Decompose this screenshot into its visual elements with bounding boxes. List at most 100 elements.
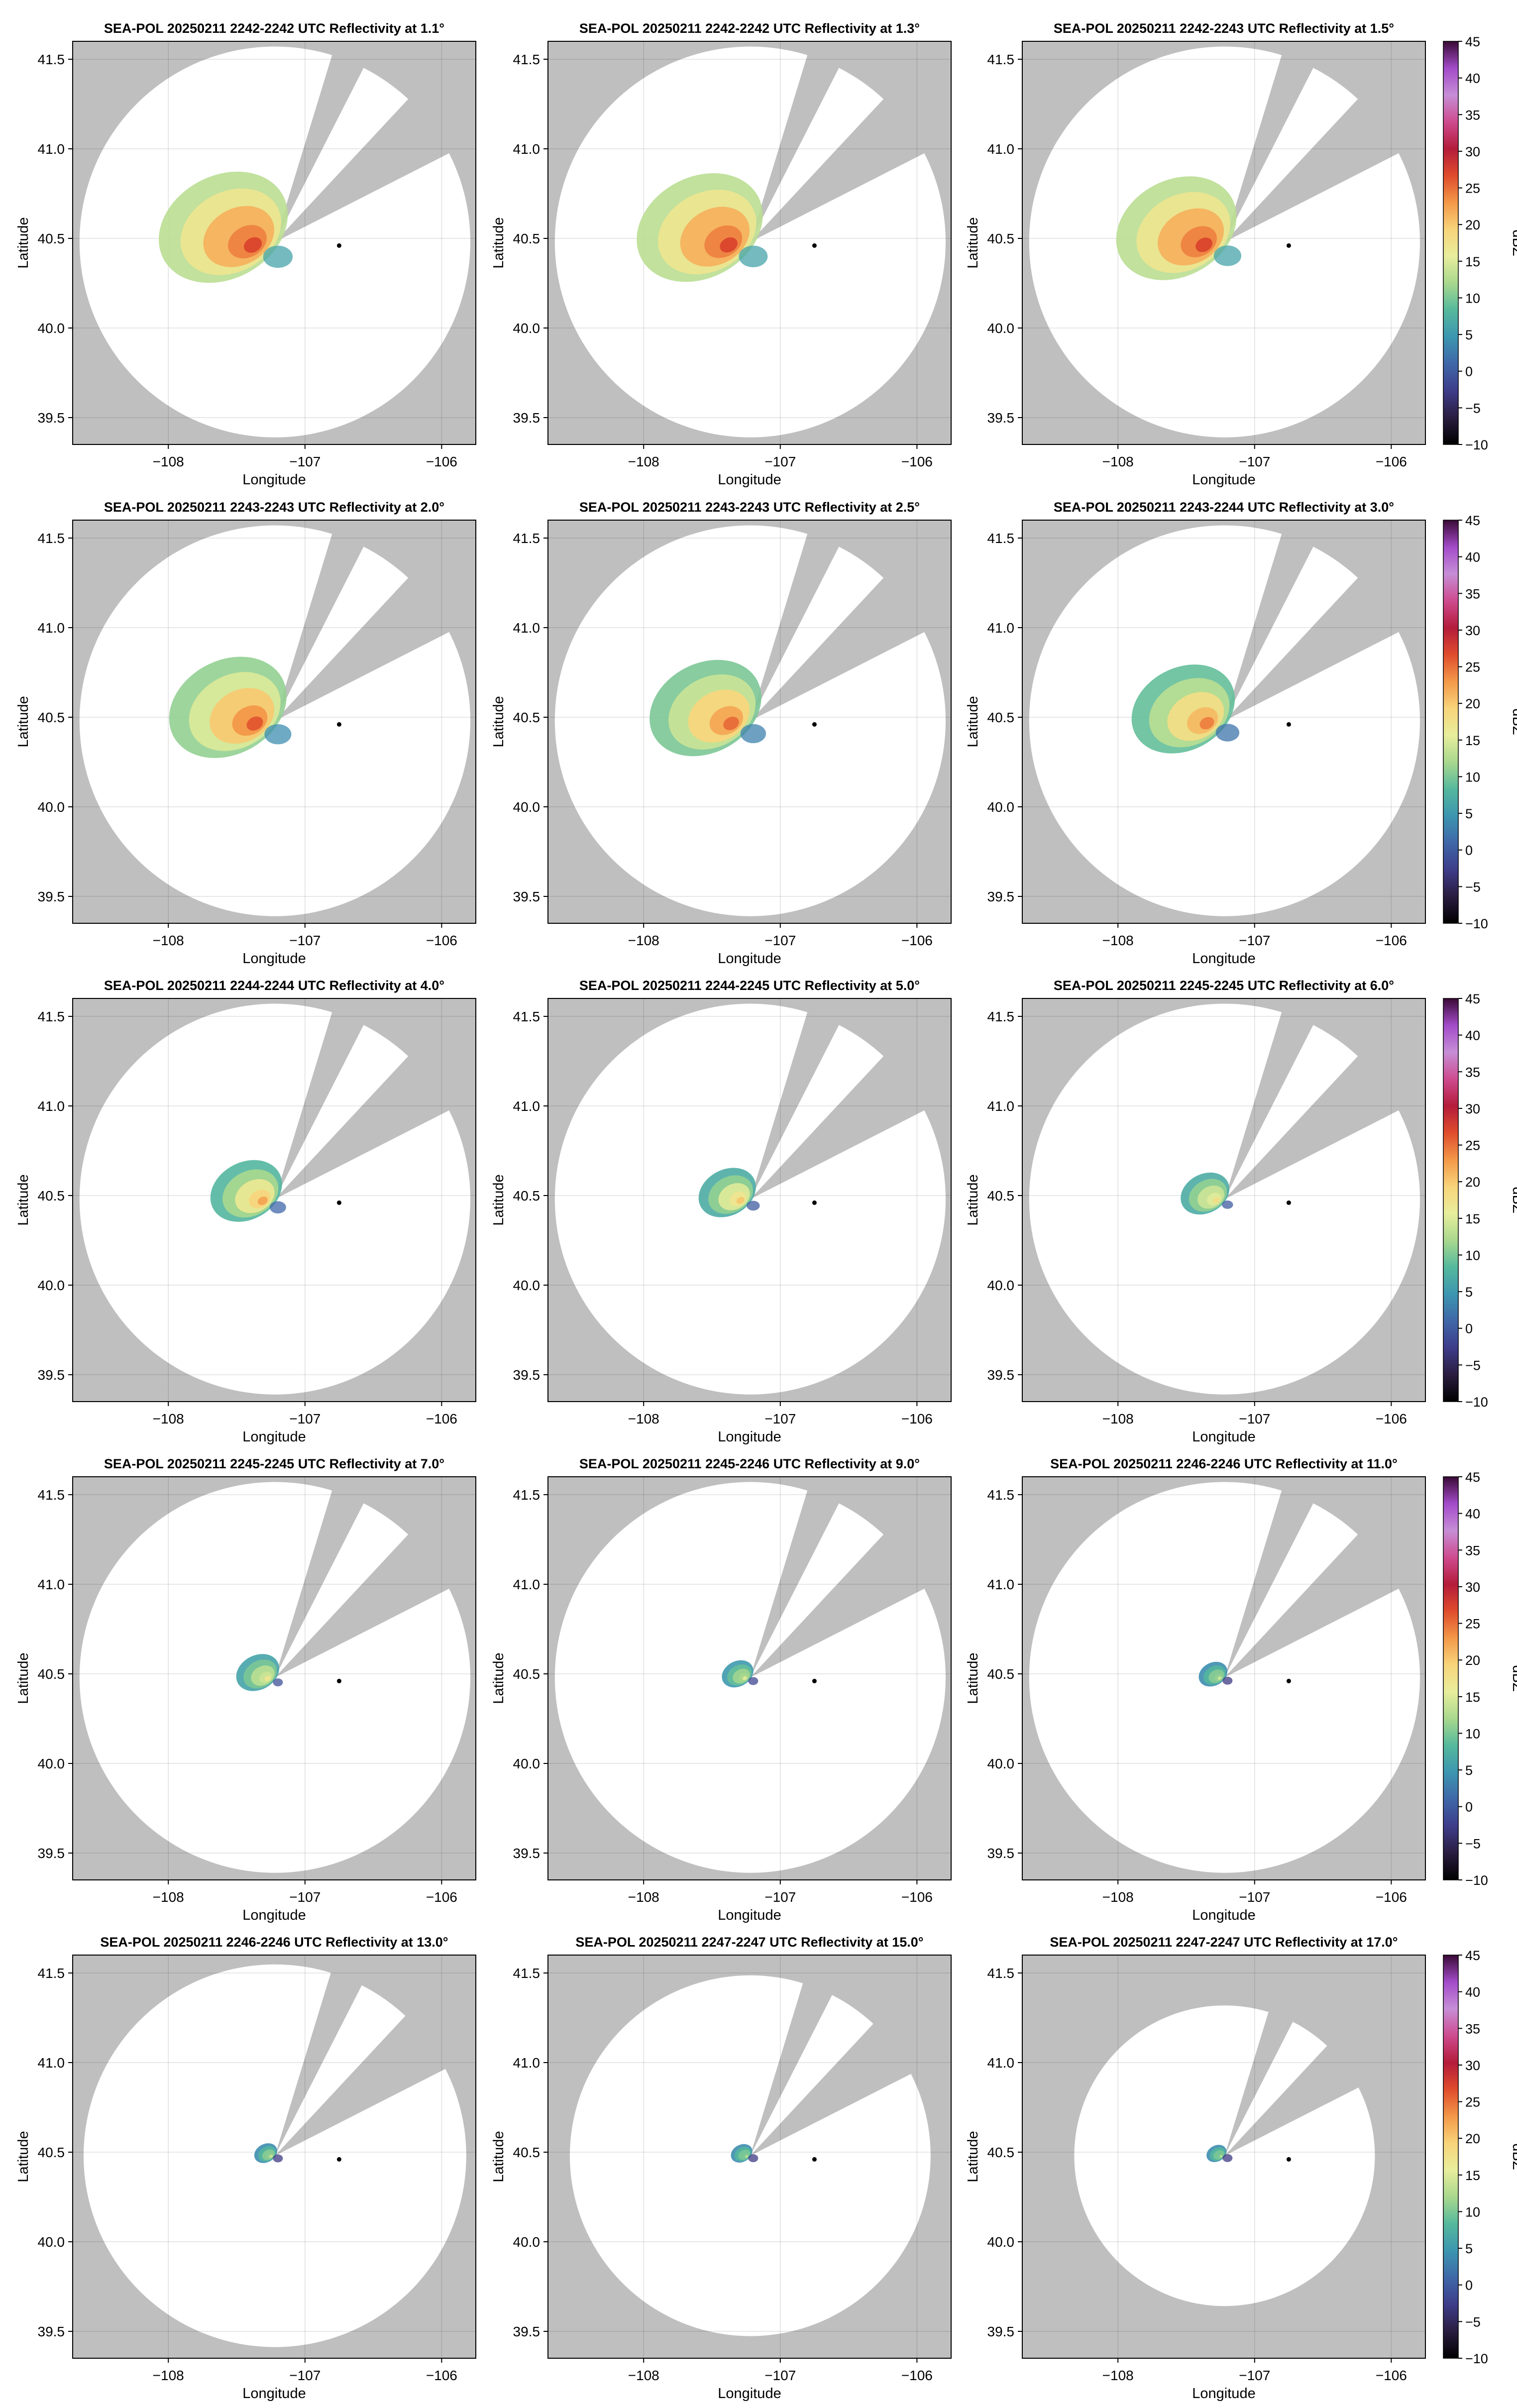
y-axis-label: Latitude [491, 1174, 507, 1225]
y-tick-label: 41.5 [513, 1487, 541, 1503]
echo-layer [246, 716, 263, 731]
y-tick-label: 39.5 [513, 410, 541, 426]
reflectivity-echo [159, 171, 293, 283]
radar-site-marker [812, 1678, 817, 1683]
echo-fringe [1222, 1201, 1233, 1209]
y-tick-label: 41.0 [38, 141, 65, 157]
echo-fringe [1213, 245, 1242, 266]
echo-layer [1199, 717, 1214, 730]
colorbar-tick-label: −5 [1465, 1358, 1481, 1373]
gridlines [73, 1477, 476, 1880]
gridlines [1022, 1477, 1425, 1880]
y-tick-label: 41.0 [513, 141, 541, 157]
colorbar-tick-label: −5 [1465, 2314, 1481, 2329]
axes-frame [72, 41, 476, 445]
x-tick-label: −106 [426, 454, 457, 469]
x-tick-label: −108 [153, 1889, 184, 1905]
y-axis-label: Latitude [15, 2131, 31, 2182]
y-tick-label: 40.0 [38, 2234, 65, 2250]
y-axis-label: Latitude [491, 696, 507, 747]
colorbar-tick-label: 25 [1465, 1617, 1480, 1632]
y-tick-label: 39.5 [38, 889, 65, 904]
x-tick-label: −106 [901, 2368, 933, 2383]
echo-fringe [264, 724, 292, 745]
reflectivity-echo [210, 1160, 286, 1222]
x-tick-label: −107 [764, 2368, 796, 2383]
x-tick-label: −107 [1239, 1889, 1270, 1905]
colorbar-tick-label: 5 [1465, 806, 1473, 821]
x-tick-label: −107 [1239, 933, 1270, 948]
echo-layer [743, 1676, 747, 1680]
echo-fringe [273, 2154, 283, 2163]
colorbar-tick-label: 25 [1465, 2095, 1480, 2110]
colorbar-tick-label: −5 [1465, 401, 1481, 416]
reflectivity-echo [650, 659, 766, 757]
x-tick-label: −106 [901, 1411, 933, 1426]
echo-layer [1219, 2155, 1223, 2158]
y-tick-label: 41.5 [513, 52, 541, 67]
gridlines [1022, 998, 1425, 1402]
y-tick-label: 40.5 [987, 1666, 1015, 1682]
radar-site-marker [812, 722, 817, 727]
y-tick-label: 41.5 [513, 1009, 541, 1024]
gridlines [1022, 1955, 1425, 2358]
echo-fringe [263, 245, 293, 268]
x-axis-label: Longitude [1192, 951, 1255, 967]
colorbar-tick-label: 15 [1465, 733, 1480, 748]
reflectivity-echo [1206, 2145, 1233, 2162]
panel-title: SEA-POL 20250211 2243-2243 UTC Reflectiv… [104, 500, 444, 515]
colorbar-tick-label: 5 [1465, 328, 1473, 342]
radar-panel: −108 −107 −106 39.5 40.0 40.5 41.0 41.5 SEA-POL … [965, 21, 1517, 488]
y-tick-label: 40.0 [987, 2234, 1015, 2250]
panel-title: SEA-POL 20250211 2244-2245 UTC Reflectiv… [579, 978, 920, 993]
y-tick-label: 40.0 [38, 1756, 65, 1771]
echo-layer [720, 237, 738, 253]
echo-layer [243, 237, 262, 253]
y-tick-label: 39.5 [38, 2324, 65, 2339]
x-axis-label: Longitude [1192, 1907, 1255, 1923]
panel-title: SEA-POL 20250211 2243-2244 UTC Reflectiv… [1054, 500, 1394, 515]
colorbar-label: dBZ [1510, 708, 1517, 735]
colorbar-tick-label: 35 [1465, 586, 1480, 601]
x-tick-label: −106 [901, 454, 933, 469]
reflectivity-echo [637, 173, 768, 282]
gridlines [548, 1477, 951, 1880]
x-tick-label: −108 [1102, 2368, 1134, 2383]
y-tick-label: 40.5 [513, 1666, 541, 1682]
y-tick-label: 41.0 [987, 620, 1015, 636]
x-tick-label: −106 [901, 1889, 933, 1905]
echo-layer [1212, 1197, 1220, 1204]
radar-panel: −108 −107 −106 39.5 40.0 40.5 41.0 41.5 SEA-POL … [491, 500, 952, 967]
y-axis-label: Latitude [15, 217, 31, 268]
x-tick-label: −108 [153, 2368, 184, 2383]
colorbar-tick-label: 45 [1465, 1470, 1480, 1485]
colorbar-tick-label: 40 [1465, 71, 1480, 86]
x-tick-label: −107 [764, 933, 796, 948]
y-tick-label: 40.5 [987, 231, 1015, 246]
y-tick-label: 41.0 [38, 1098, 65, 1114]
colorbar-tick-label: 45 [1465, 513, 1480, 528]
panel-title: SEA-POL 20250211 2247-2247 UTC Reflectiv… [575, 1935, 923, 1950]
y-axis-label: Latitude [491, 1652, 507, 1704]
x-axis-label: Longitude [1192, 2386, 1255, 2402]
colorbar-label: dBZ [1510, 229, 1517, 256]
colorbar-tick-label: 20 [1465, 218, 1480, 232]
panel-title: SEA-POL 20250211 2245-2245 UTC Reflectiv… [1054, 978, 1394, 993]
panel-title: SEA-POL 20250211 2243-2243 UTC Reflectiv… [579, 500, 920, 515]
reflectivity-echo [169, 657, 292, 758]
y-tick-label: 41.5 [38, 1966, 65, 1981]
y-tick-label: 39.5 [38, 1367, 65, 1383]
y-tick-label: 41.5 [38, 1009, 65, 1024]
echo-layer [736, 1197, 745, 1204]
x-axis-label: Longitude [242, 1429, 306, 1445]
radar-panel: −108 −107 −106 39.5 40.0 40.5 41.0 41.5 SEA-POL … [965, 1456, 1517, 1923]
radar-site-marker [1286, 1678, 1291, 1683]
colorbar-tick-label: 15 [1465, 2168, 1480, 2183]
y-axis-label: Latitude [491, 2131, 507, 2182]
y-tick-label: 39.5 [987, 2324, 1015, 2339]
colorbar-tick-label: 40 [1465, 1985, 1480, 2000]
colorbar-tick-label: 35 [1465, 1065, 1480, 1080]
colorbar-tick-label: −10 [1465, 2351, 1488, 2366]
y-tick-label: 40.5 [38, 231, 65, 246]
panel-title: SEA-POL 20250211 2245-2245 UTC Reflectiv… [104, 1456, 444, 1471]
